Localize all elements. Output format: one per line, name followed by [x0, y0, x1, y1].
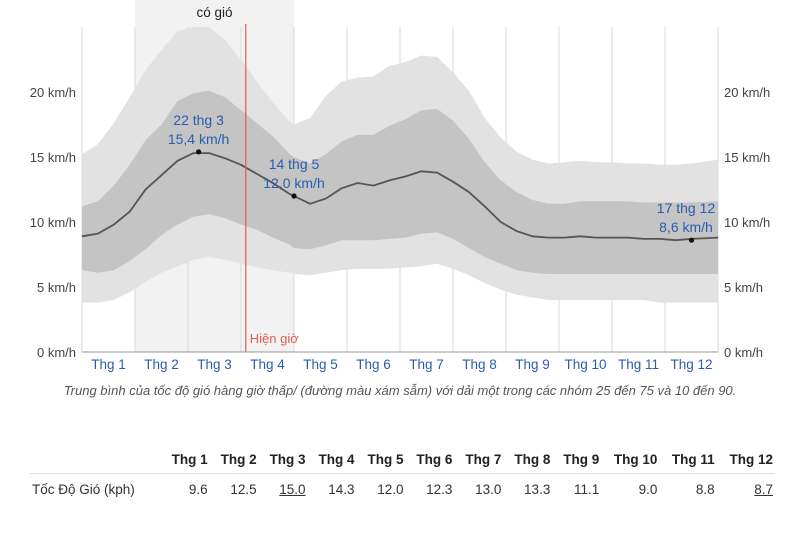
annotation-point: [291, 193, 297, 199]
annotation-value: 8,6 km/h: [659, 219, 713, 235]
table-header-11: Thg 11: [671, 452, 715, 467]
table-cell-9: 11.1: [552, 473, 602, 503]
table-cell-4: 14.3: [307, 473, 357, 503]
table-header-12: Thg 12: [729, 452, 773, 467]
table-cell-7: 13.0: [454, 473, 504, 503]
table-cell-10: 9.0: [601, 473, 660, 503]
table-header-3: Thg 3: [269, 452, 306, 467]
month-label: Thg 7: [409, 357, 444, 372]
y-tick-label-right: 10 km/h: [724, 215, 770, 230]
y-tick-label-right: 20 km/h: [724, 85, 770, 100]
annotation-point: [688, 237, 695, 243]
table-header-10: Thg 10: [613, 452, 658, 467]
table-cell-2: 12.5: [209, 473, 259, 503]
y-tick-label-right: 0 km/h: [724, 345, 763, 360]
wind-speed-chart: có gió Hiện giờ 0 km/h 0 km/h 5 km/h 5 km/h 10…: [30, 0, 770, 372]
table-header-4: Thg 4: [318, 452, 355, 467]
month-label: Thg 9: [515, 357, 550, 372]
month-label: Thg 11: [618, 357, 659, 372]
month-label: Thg 1: [91, 357, 126, 372]
band-25-75: [82, 90, 718, 274]
table-header-row: Thg 1 Thg 2 Thg 3 Thg 4 Thg 5 Thg 6 Thg 7 Thg 8…: [30, 449, 775, 474]
table-header-1: Thg 1: [171, 452, 208, 467]
table-row: Tốc Độ Gió (kph) 9.6 12.5 15.0 14.3 12.0 12.3…: [30, 473, 775, 503]
y-tick-label-left: 20 km/h: [30, 85, 76, 100]
table-cell-5: 12.0: [356, 473, 406, 503]
annotation-date: 17 thg 12: [657, 200, 716, 216]
month-label: Thg 6: [356, 357, 391, 372]
month-label: Thg 4: [250, 357, 285, 372]
row-label: Tốc Độ Gió (kph): [30, 473, 161, 503]
table-header-8: Thg 8: [514, 452, 551, 467]
table-cell-8: 13.3: [503, 473, 553, 503]
y-tick-label-left: 5 km/h: [37, 280, 76, 295]
now-label: Hiện giờ: [250, 331, 299, 346]
y-tick-label-left: 0 km/h: [37, 345, 76, 360]
median-line: [81, 152, 719, 242]
chart-caption: Trung bình của tốc độ gió hàng giờ thấp/…: [63, 383, 737, 398]
windy-season-label: có gió: [196, 5, 232, 20]
annotation-point: [196, 149, 202, 155]
annotation-value: 12,0 km/h: [263, 175, 324, 191]
month-label: Thg 12: [670, 357, 712, 372]
table-cell-6: 12.3: [405, 473, 455, 503]
month-label: Thg 8: [462, 357, 497, 372]
table-cell-3: 15.0: [258, 473, 308, 503]
table-cell-1: 9.6: [160, 473, 210, 503]
annotation-date: 14 thg 5: [269, 156, 320, 172]
table-cell-11: 8.8: [659, 473, 717, 503]
table-header-6: Thg 6: [416, 452, 453, 467]
month-label: Thg 10: [564, 357, 606, 372]
annotation-date: 22 thg 3: [173, 112, 224, 128]
annotation-value: 15,4 km/h: [168, 131, 229, 147]
y-tick-label-right: 15 km/h: [724, 150, 770, 165]
y-tick-label-left: 10 km/h: [30, 215, 76, 230]
table-header-9: Thg 9: [563, 452, 600, 467]
table-header-7: Thg 7: [465, 452, 502, 467]
table-corner: [30, 449, 161, 474]
table-header-2: Thg 2: [220, 452, 257, 467]
wind-speed-table: Thg 1 Thg 2 Thg 3 Thg 4 Thg 5 Thg 6 Thg 7 Thg 8…: [30, 449, 775, 503]
month-label: Thg 2: [144, 357, 179, 372]
table-cell-12: 8.7: [716, 473, 775, 503]
y-tick-label-left: 15 km/h: [30, 150, 76, 165]
table-header-5: Thg 5: [367, 452, 404, 467]
month-label: Thg 5: [303, 357, 338, 372]
y-tick-label-right: 5 km/h: [724, 280, 763, 295]
month-label: Thg 3: [197, 357, 232, 372]
